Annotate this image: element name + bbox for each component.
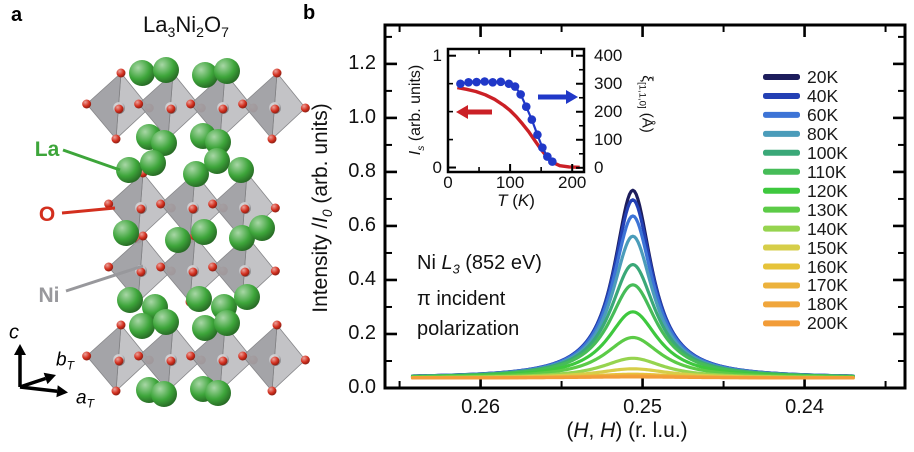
ni-atom-label: Ni — [38, 284, 60, 307]
legend-swatch-60K — [763, 111, 800, 118]
inset-left-tick-label: 1 — [432, 45, 442, 65]
main-y-tick-label: 0.2 — [348, 321, 376, 344]
legend-swatch-170K — [763, 282, 800, 289]
inset-x-tick-label: 100 — [495, 173, 525, 192]
panel-b-label: b — [303, 2, 316, 24]
legend-swatch-140K — [763, 225, 800, 232]
legend-swatch-160K — [763, 263, 800, 270]
inset-right-y-label: ξ[1,1,0] (Å) — [636, 75, 656, 133]
inset-blue-point — [521, 102, 531, 112]
inset-blue-point — [488, 78, 498, 87]
legend-swatch-180K — [763, 301, 800, 308]
inset-blue-point — [464, 78, 473, 87]
inset-right-tick-label: 300 — [594, 73, 623, 93]
inset-blue-point — [538, 143, 547, 152]
main-x-tick-label: 0.24 — [785, 396, 825, 418]
legend-swatch-200K — [763, 320, 800, 327]
inset-x-tick-label: 0 — [443, 173, 453, 192]
inset-x-tick-label: 200 — [558, 173, 587, 192]
legend-swatch-130K — [763, 206, 800, 213]
inset-blue-point — [472, 77, 481, 87]
legend — [763, 74, 800, 327]
legend-label-100K: 100K — [807, 142, 848, 163]
c-axis-label: c — [9, 321, 19, 344]
legend-label-140K: 140K — [807, 218, 848, 239]
inset-right-tick-label: 200 — [594, 101, 623, 121]
inset-blue-point — [516, 90, 525, 99]
inset-blue-point — [510, 82, 520, 91]
legend-swatch-100K — [763, 149, 800, 156]
legend-swatch-150K — [763, 244, 800, 251]
inset-plot — [446, 47, 586, 174]
legend-swatch-20K — [763, 74, 800, 80]
main-y-tick-label: 1.2 — [348, 51, 376, 74]
curve-200K — [410, 375, 855, 380]
inset-blue-point — [527, 115, 537, 124]
inset-blue-point — [496, 77, 506, 87]
inset-x-label: T (K) — [497, 191, 535, 210]
panel-a-label: a — [11, 4, 23, 26]
legend-label-170K: 170K — [807, 275, 848, 296]
inset-right-tick-label: 0 — [594, 157, 604, 177]
annotation-line-2: π incident — [417, 288, 506, 311]
inset-left-y-label: Is (arb. units) — [407, 64, 427, 156]
legend-label-200K: 200K — [807, 313, 848, 334]
main-y-tick-label: 0.8 — [348, 159, 376, 182]
inset-blue-point — [548, 157, 557, 166]
main-y-tick-label: 0.6 — [348, 213, 376, 236]
crystal-axes-arrows — [14, 344, 68, 398]
main-x-tick-label: 0.25 — [623, 396, 663, 418]
main-x-axis-label: (H, H) (r. l.u.) — [566, 419, 688, 442]
inset-blue-point — [456, 79, 465, 89]
legend-label-160K: 160K — [807, 256, 848, 277]
main-y-tick-label: 0.4 — [348, 267, 376, 290]
inset-right-tick-label: 100 — [594, 129, 623, 149]
legend-label-180K: 180K — [807, 294, 848, 315]
main-y-tick-label: 0.0 — [348, 376, 376, 398]
legend-swatch-40K — [763, 92, 800, 99]
annotation-line-3: polarization — [417, 318, 520, 341]
bt-axis-label: bT — [55, 349, 75, 373]
legend-label-80K: 80K — [807, 123, 839, 144]
legend-swatch-120K — [763, 187, 800, 194]
o-atom-label: O — [38, 203, 56, 226]
annotation-block: Ni L3 (852 eV) π incident polarization — [417, 248, 542, 344]
main-plot — [383, 23, 907, 390]
legend-label-110K: 110K — [807, 161, 847, 182]
inset-left-tick-label: 0 — [432, 157, 442, 177]
inset-blue-point — [533, 130, 542, 140]
legend-label-150K: 150K — [807, 237, 848, 258]
main-x-tick-label: 0.26 — [461, 396, 501, 418]
main-curves — [410, 188, 855, 380]
main-y-axis-label: Intensity /I0 (arb. units) — [309, 103, 335, 313]
legend-label-130K: 130K — [807, 199, 848, 220]
legend-label-60K: 60K — [807, 104, 839, 125]
legend-label-20K: 20K — [807, 67, 839, 87]
inset-blue-point — [480, 77, 489, 86]
legend-label-40K: 40K — [807, 85, 839, 106]
inset-right-tick-label: 400 — [594, 45, 623, 65]
legend-swatch-80K — [763, 130, 800, 137]
crystal-structure — [61, 57, 310, 407]
legend-swatch-110K — [763, 168, 800, 175]
legend-label-120K: 120K — [807, 180, 848, 201]
main-y-tick-label: 1.0 — [348, 105, 376, 128]
compound-title: La3Ni2O7 — [143, 12, 229, 40]
at-axis-label: aT — [75, 387, 95, 411]
la-atom-label: La — [34, 138, 60, 161]
annotation-line-1: Ni L3 (852 eV) — [417, 252, 542, 277]
